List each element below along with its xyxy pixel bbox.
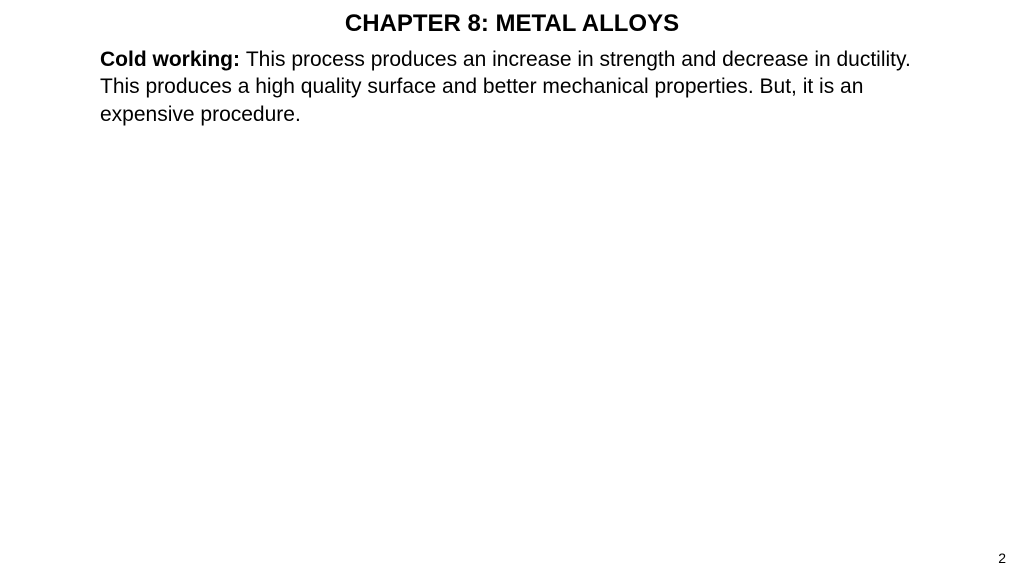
slide-title: CHAPTER 8: METAL ALLOYS <box>0 0 1024 46</box>
body-paragraph: Cold working: This process produces an i… <box>100 46 924 128</box>
page-number: 2 <box>998 550 1006 566</box>
term-label: Cold working: <box>100 48 246 71</box>
